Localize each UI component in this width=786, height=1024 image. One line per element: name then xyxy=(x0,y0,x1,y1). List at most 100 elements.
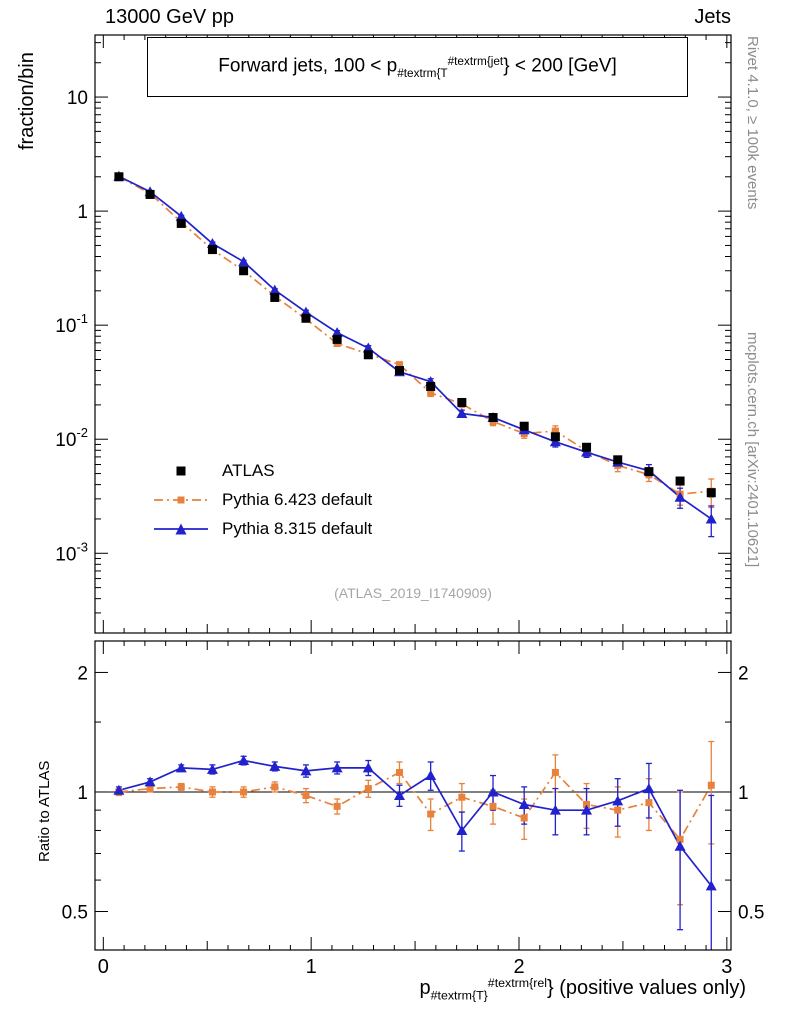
series-errors-atlas xyxy=(115,175,715,498)
data-point xyxy=(331,762,343,773)
x-tick-label: 1 xyxy=(306,956,317,978)
main-y-tick-label: 10 xyxy=(67,88,88,109)
data-point xyxy=(427,389,435,397)
data-point xyxy=(674,491,686,502)
rivet-version-label: Rivet 4.1.0, ≥ 100k events xyxy=(744,36,761,210)
ratio-panel-frame xyxy=(94,640,732,951)
data-point xyxy=(643,783,655,794)
data-point xyxy=(582,442,592,452)
main-y-axis-title: fraction/bin xyxy=(16,52,38,150)
data-point xyxy=(706,488,716,498)
data-point xyxy=(175,210,187,221)
process-label: Jets xyxy=(694,6,731,28)
ratio-y-tick-label: 2 xyxy=(738,663,749,684)
data-point xyxy=(644,467,654,477)
series-line-pythia-6-423-default-atlas xyxy=(118,771,713,841)
data-point xyxy=(456,824,468,835)
legend-label: ATLAS xyxy=(222,461,275,480)
data-point xyxy=(488,413,498,423)
pythia-8-315-default-marker-icon xyxy=(154,523,208,535)
data-point xyxy=(519,421,529,431)
data-point xyxy=(427,810,435,818)
data-point xyxy=(614,806,622,814)
data-point xyxy=(270,292,280,302)
ratio-y-tick-label: 1 xyxy=(77,783,88,804)
series-line-pythia-6-423-default xyxy=(118,176,712,495)
data-point xyxy=(146,785,154,793)
beam-energy-label: 13000 GeV pp xyxy=(105,6,234,28)
ratio-y-tick-label: 0.5 xyxy=(62,903,88,924)
data-point xyxy=(458,793,466,801)
data-point xyxy=(705,513,717,524)
legend: ATLAS Pythia 6.423 default Pythia 8.315 de… xyxy=(152,460,372,540)
legend-item-pythia-8-315-default: Pythia 8.315 default xyxy=(152,518,372,540)
data-point xyxy=(362,762,374,773)
data-point xyxy=(302,791,310,799)
data-point xyxy=(364,785,372,793)
data-point xyxy=(549,804,561,815)
main-y-tick-label: 10-2 xyxy=(55,425,88,451)
ratio-y-tick-label: 2 xyxy=(77,663,88,684)
data-point xyxy=(363,350,373,360)
x-tick-label: 0 xyxy=(98,956,109,978)
series-line-pythia-8-315-default-atlas xyxy=(118,759,712,887)
data-point xyxy=(331,327,343,338)
data-point xyxy=(457,397,467,407)
data-point xyxy=(645,799,653,807)
data-point xyxy=(674,840,686,851)
data-point xyxy=(613,455,623,465)
data-point xyxy=(707,781,715,789)
data-point xyxy=(114,172,124,182)
data-point xyxy=(207,245,217,255)
data-point xyxy=(269,760,281,771)
data-point xyxy=(175,762,187,773)
data-point xyxy=(456,408,468,419)
legend-label: Pythia 8.315 default xyxy=(222,519,373,538)
data-point xyxy=(240,788,248,796)
pythia-6-423-default-marker-icon xyxy=(154,496,208,504)
x-tick-label: 3 xyxy=(721,956,732,978)
data-point xyxy=(551,427,559,435)
data-point xyxy=(206,763,218,774)
series-errors-pythia-6-423-default-atlas xyxy=(115,740,715,906)
data-point xyxy=(238,256,250,267)
series-markers-pythia-6-423-default-atlas xyxy=(115,768,715,843)
data-point xyxy=(395,768,403,776)
mcplots-reference-label: mcplots.cern.ch [arXiv:2401.10621] xyxy=(744,332,761,568)
data-point xyxy=(612,795,624,806)
data-point xyxy=(394,366,404,376)
data-point xyxy=(208,788,216,796)
data-point xyxy=(269,284,281,295)
data-point xyxy=(550,432,560,442)
data-point xyxy=(145,189,155,199)
data-point xyxy=(676,835,684,843)
legend-item-atlas: ATLAS xyxy=(152,460,372,482)
data-point xyxy=(675,476,685,486)
data-point xyxy=(144,776,156,787)
legend-item-pythia-6-423-default: Pythia 6.423 default xyxy=(152,489,372,511)
data-point xyxy=(581,804,593,815)
legend-label: Pythia 6.423 default xyxy=(222,490,373,509)
x-tick-label: 2 xyxy=(513,956,524,978)
data-point xyxy=(113,784,125,795)
plot-title-text: Forward jets, 100 < p#textrm{T#textrm{je… xyxy=(218,54,617,80)
data-point xyxy=(520,814,528,822)
data-point xyxy=(362,342,374,353)
ratio-y-tick-label: 0.5 xyxy=(738,903,764,924)
series-markers-atlas xyxy=(114,172,716,498)
series-errors-pythia-6-423-default xyxy=(115,175,715,509)
main-y-tick-label: 10-3 xyxy=(55,539,88,565)
data-point xyxy=(177,783,185,791)
data-point xyxy=(489,802,497,810)
data-point xyxy=(176,218,186,228)
series-markers-pythia-6-423-default xyxy=(115,173,715,498)
ratio-y-axis-title: Ratio to ATLAS xyxy=(36,760,53,862)
data-point xyxy=(426,381,436,391)
data-point xyxy=(300,765,312,776)
data-point xyxy=(393,789,405,800)
data-point xyxy=(518,798,530,809)
atlas-marker-icon xyxy=(176,466,186,476)
plot-title: Forward jets, 100 < p#textrm{T#textrm{je… xyxy=(147,37,688,97)
